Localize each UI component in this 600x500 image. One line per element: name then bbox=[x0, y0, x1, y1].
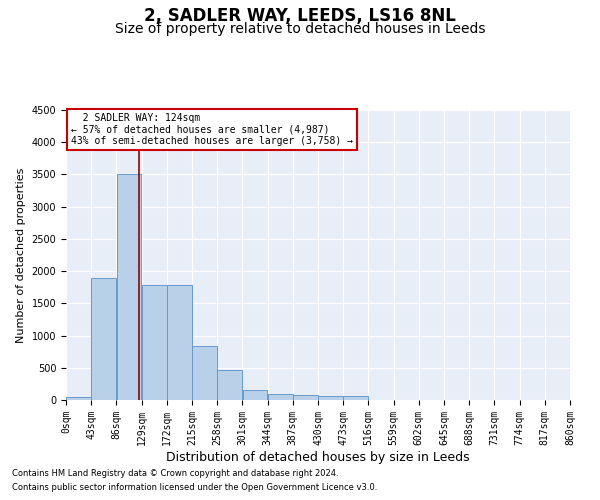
Bar bbox=[217, 370, 242, 400]
Bar bbox=[318, 396, 343, 400]
Text: 2 SADLER WAY: 124sqm
← 57% of detached houses are smaller (4,987)
43% of semi-de: 2 SADLER WAY: 124sqm ← 57% of detached h… bbox=[71, 113, 353, 146]
Bar bbox=[116, 174, 142, 400]
Bar bbox=[167, 286, 192, 400]
Bar bbox=[142, 286, 167, 400]
Text: Size of property relative to detached houses in Leeds: Size of property relative to detached ho… bbox=[115, 22, 485, 36]
Bar bbox=[268, 394, 293, 400]
Text: Contains HM Land Registry data © Crown copyright and database right 2024.: Contains HM Land Registry data © Crown c… bbox=[12, 468, 338, 477]
Bar bbox=[343, 396, 368, 400]
Bar bbox=[242, 390, 268, 400]
Bar bbox=[91, 278, 116, 400]
X-axis label: Distribution of detached houses by size in Leeds: Distribution of detached houses by size … bbox=[166, 450, 470, 464]
Y-axis label: Number of detached properties: Number of detached properties bbox=[16, 168, 26, 342]
Bar bbox=[192, 346, 217, 400]
Text: Contains public sector information licensed under the Open Government Licence v3: Contains public sector information licen… bbox=[12, 484, 377, 492]
Bar bbox=[293, 395, 318, 400]
Text: 2, SADLER WAY, LEEDS, LS16 8NL: 2, SADLER WAY, LEEDS, LS16 8NL bbox=[144, 8, 456, 26]
Bar bbox=[66, 397, 91, 400]
